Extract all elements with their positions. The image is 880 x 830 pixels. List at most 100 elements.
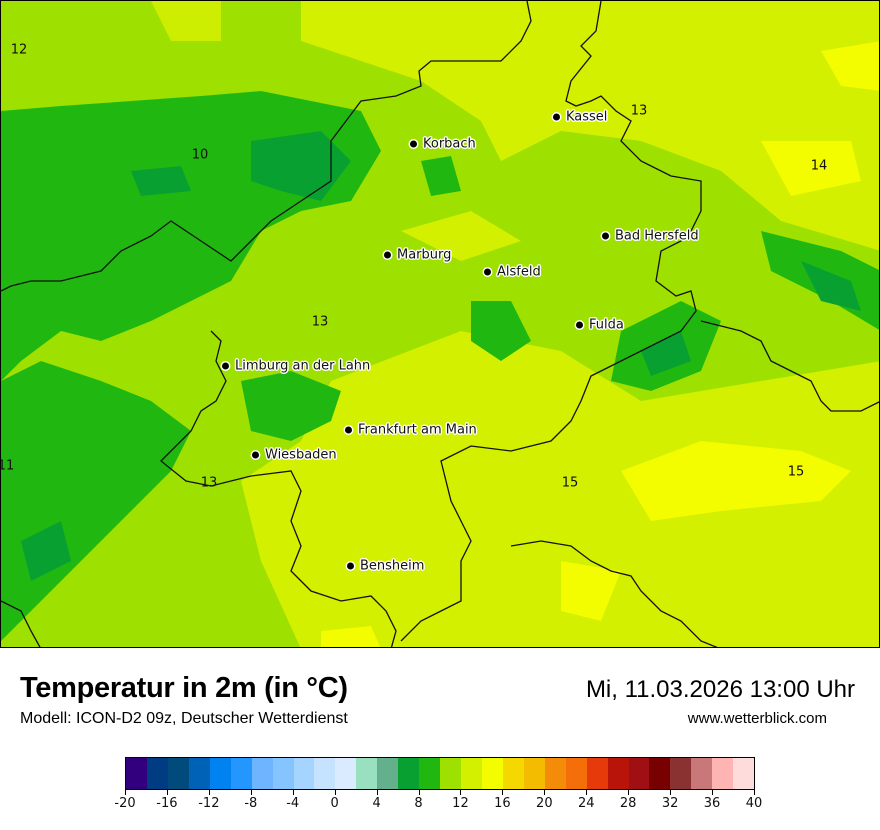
city-label: Bad Hersfeld — [615, 228, 699, 244]
temperature-field — [1, 1, 879, 647]
colorbar-segment — [398, 758, 420, 789]
colorbar-tick-label: 12 — [452, 796, 469, 811]
colorbar-segment — [628, 758, 650, 789]
colorbar-segment — [209, 758, 231, 789]
colorbar-tick-label: 32 — [661, 796, 679, 811]
city-marker: Fulda — [576, 318, 624, 333]
city-dot-icon — [602, 232, 609, 240]
city-label: Fulda — [589, 317, 624, 333]
city-label: Marburg — [397, 247, 452, 263]
city-dot-icon — [553, 113, 560, 121]
colorbar-tick — [250, 790, 252, 795]
city-dot-icon — [384, 251, 391, 259]
colorbar-segment — [691, 758, 713, 789]
colorbar-segment — [733, 758, 755, 789]
colorbar-tick — [502, 790, 504, 795]
colorbar-segment — [607, 758, 629, 789]
colorbar-segment — [230, 758, 252, 789]
colorbar-segment — [523, 758, 545, 789]
colorbar-segment — [565, 758, 587, 789]
city-dot-icon — [347, 562, 354, 570]
colorbar-segment — [167, 758, 189, 789]
city-dot-icon — [222, 362, 229, 370]
city-marker: Frankfurt am Main — [345, 423, 477, 438]
colorbar-segment — [377, 758, 399, 789]
website-link[interactable]: www.wetterblick.com — [687, 710, 827, 727]
colorbar-tick-label: 36 — [703, 796, 721, 811]
isotherm-label: 13 — [630, 103, 648, 119]
colorbar-tick — [166, 790, 168, 795]
city-label: Wiesbaden — [265, 447, 337, 463]
city-label: Kassel — [566, 109, 608, 125]
colorbar-tick — [544, 790, 546, 795]
colorbar-tick — [418, 790, 420, 795]
isotherm-label: 13 — [200, 475, 218, 491]
colorbar-segment — [188, 758, 210, 789]
forecast-datetime: Mi, 11.03.2026 13:00 Uhr — [585, 676, 855, 703]
city-marker: Limburg an der Lahn — [222, 359, 370, 374]
temperature-colorbar — [125, 757, 755, 790]
city-marker: Marburg — [384, 248, 451, 263]
colorbar-tick — [670, 790, 672, 795]
city-label: Frankfurt am Main — [358, 422, 477, 438]
colorbar-tick-label: 20 — [536, 796, 553, 811]
colorbar-segment — [272, 758, 294, 789]
city-marker: Bensheim — [347, 559, 424, 574]
city-label: Alsfeld — [497, 264, 541, 280]
colorbar-tick-label: -8 — [244, 796, 258, 811]
colorbar-tick-label: 0 — [330, 796, 339, 811]
colorbar-tick — [586, 790, 588, 795]
colorbar-tick — [754, 790, 755, 795]
colorbar-segment — [712, 758, 734, 789]
city-label: Bensheim — [360, 558, 425, 574]
colorbar-tick — [125, 790, 126, 795]
city-dot-icon — [410, 140, 417, 148]
city-dot-icon — [576, 321, 583, 329]
colorbar-segment — [481, 758, 503, 789]
colorbar-segment — [586, 758, 608, 789]
city-dot-icon — [484, 268, 491, 276]
city-marker: Alsfeld — [484, 265, 541, 280]
city-label: Korbach — [423, 136, 476, 152]
colorbar-tick-label: 4 — [372, 796, 381, 811]
temperature-map[interactable]: Kassel Korbach Bad Hersfeld Marburg Alsfeld F… — [0, 0, 880, 648]
colorbar-segment — [356, 758, 378, 789]
city-marker: Wiesbaden — [252, 448, 337, 463]
map-title: Temperatur in 2m (in °C) — [20, 672, 348, 704]
isotherm-label: 11 — [1, 458, 15, 474]
city-label: Limburg an der Lahn — [235, 358, 371, 374]
model-source: Modell: ICON-D2 09z, Deutscher Wetterdie… — [20, 710, 348, 727]
colorbar-tick — [628, 790, 630, 795]
colorbar-tick-label: 16 — [494, 796, 511, 811]
colorbar-tick-label: 8 — [414, 796, 423, 811]
city-marker: Kassel — [553, 110, 607, 125]
city-marker: Korbach — [410, 137, 476, 152]
isotherm-label: 12 — [10, 42, 28, 58]
colorbar-tick — [376, 790, 378, 795]
colorbar-segment — [649, 758, 671, 789]
colorbar-segment — [544, 758, 566, 789]
colorbar-segment — [502, 758, 524, 789]
colorbar-tick-label: 24 — [577, 796, 595, 811]
colorbar-segment — [251, 758, 273, 789]
colorbar-tick-label: -4 — [286, 796, 300, 811]
colorbar-segment — [126, 758, 147, 789]
colorbar-segment — [293, 758, 315, 789]
colorbar-tick-label: -12 — [198, 796, 220, 811]
colorbar-tick — [712, 790, 714, 795]
isotherm-label: 10 — [191, 147, 209, 163]
colorbar-segment — [440, 758, 461, 789]
colorbar-segment — [670, 758, 692, 789]
colorbar-tick — [208, 790, 210, 795]
colorbar-tick — [460, 790, 462, 795]
colorbar-tick-label: -16 — [156, 796, 178, 811]
isotherm-label: 15 — [561, 475, 579, 491]
isotherm-label: 14 — [810, 158, 828, 174]
colorbar-segment — [335, 758, 357, 789]
colorbar-segment — [314, 758, 336, 789]
colorbar-tick-label: 40 — [745, 796, 763, 811]
city-dot-icon — [252, 451, 259, 459]
city-dot-icon — [345, 426, 352, 434]
colorbar-tick-label: -20 — [114, 796, 136, 811]
colorbar-tick-label: 28 — [619, 796, 637, 811]
